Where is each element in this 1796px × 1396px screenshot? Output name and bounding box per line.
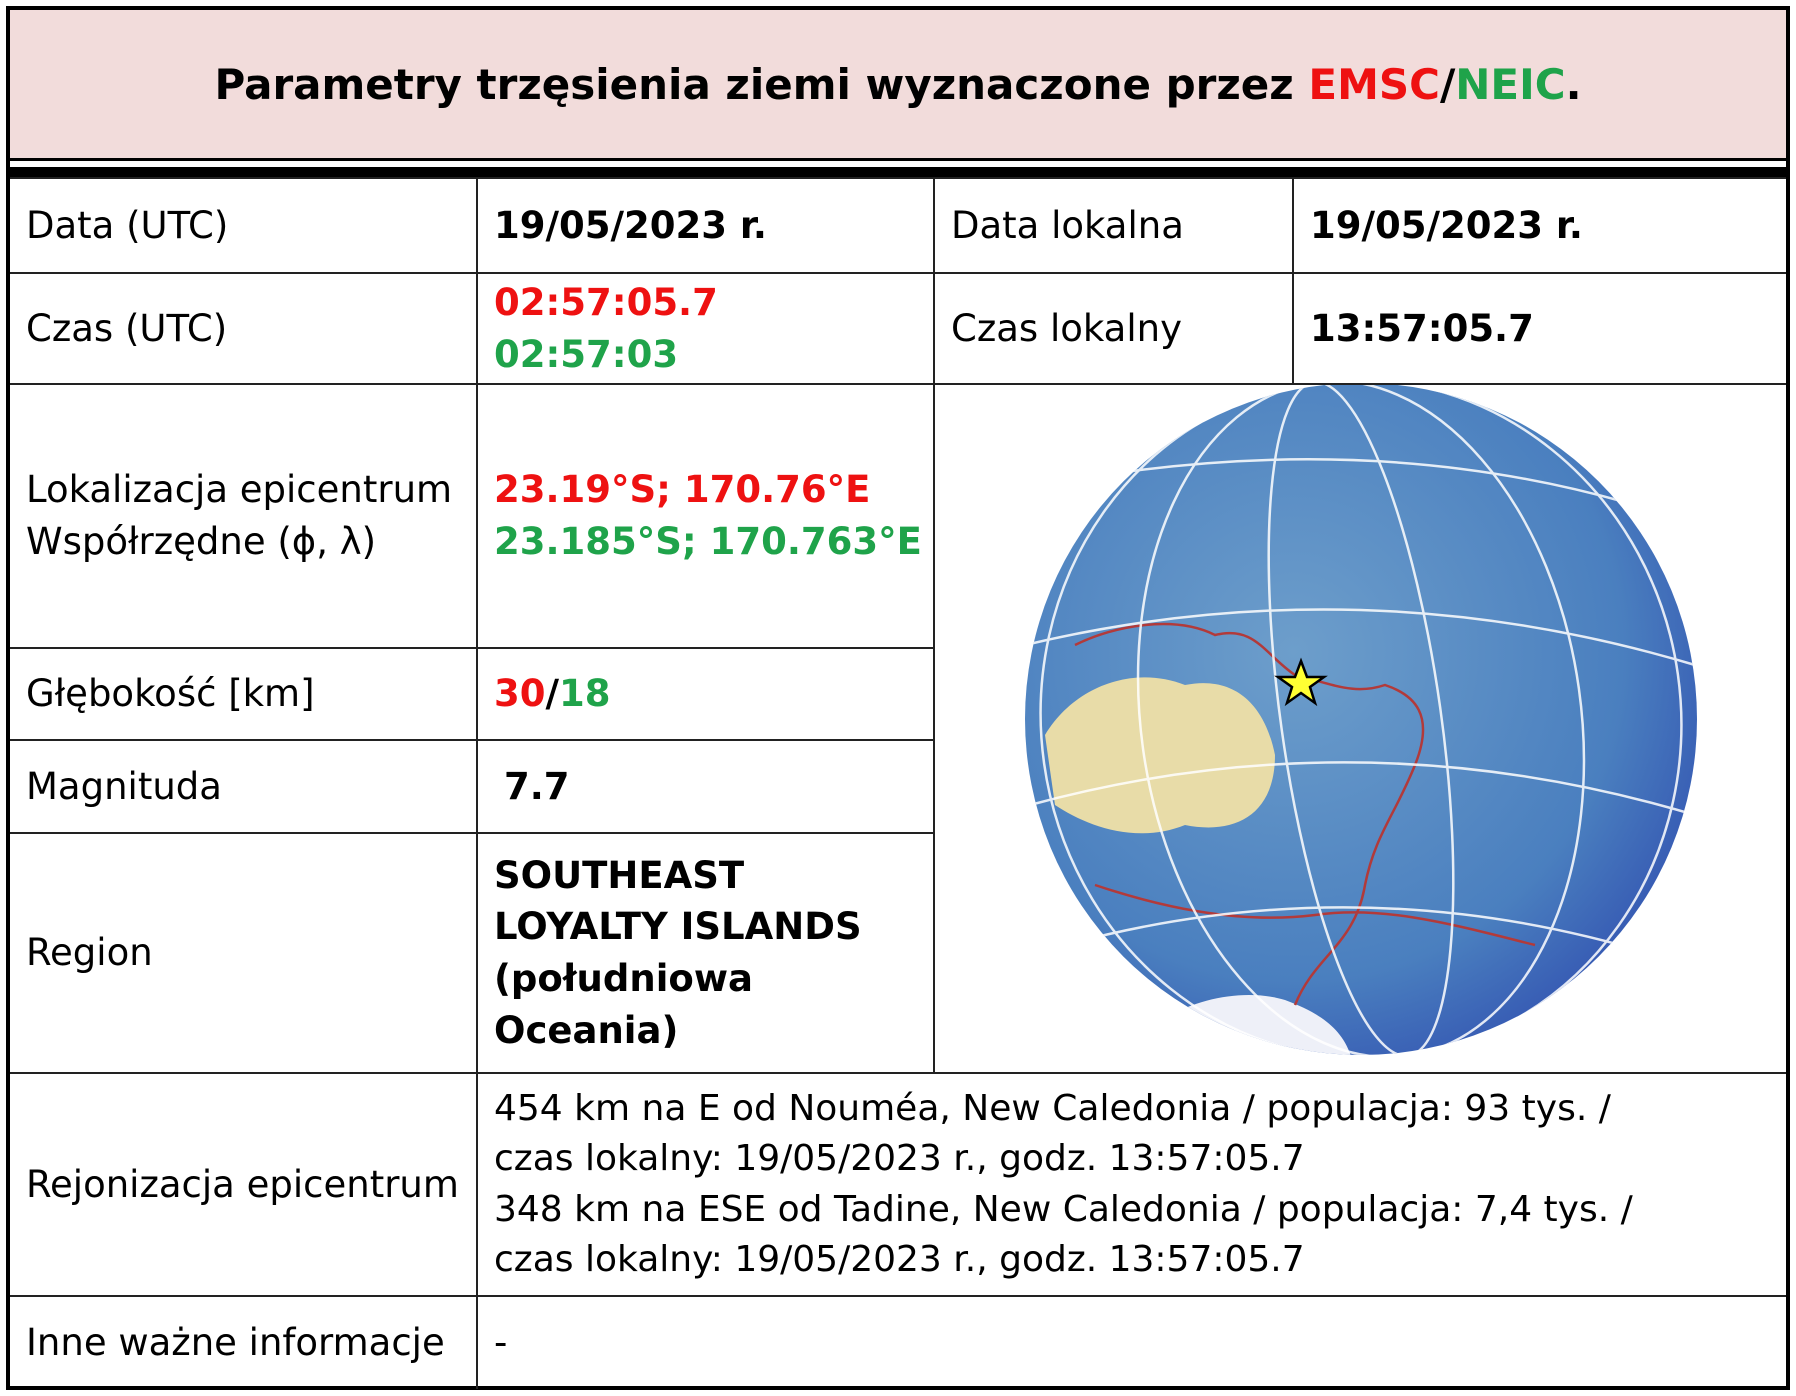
value: 19/05/2023 r.	[476, 177, 935, 274]
text-line: czas lokalny: 19/05/2023 r., godz. 13:57…	[494, 1238, 1305, 1280]
header: Parametry trzęsienia ziemi wyznaczone pr…	[10, 10, 1786, 161]
label-line: Lokalizacja epicentrum	[26, 468, 453, 512]
value: SOUTHEAST LOYALTY ISLANDS (południowa Oc…	[476, 832, 934, 1074]
neic-value: 18	[559, 672, 611, 715]
report: Parametry trzęsienia ziemi wyznaczone pr…	[6, 6, 1790, 1390]
label: Lokalizacja epicentrum Współrzędne (ϕ, λ)	[10, 383, 478, 649]
text-line: 454 km na E od Nouméa, New Caledonia / p…	[494, 1087, 1611, 1129]
label: Inne ważne informacje	[10, 1295, 478, 1389]
title-sep: /	[1439, 59, 1456, 109]
title-neic: NEIC	[1455, 59, 1566, 109]
value: 7.7	[476, 739, 934, 835]
value: 30/18	[476, 646, 934, 742]
text-line: czas lokalny: 19/05/2023 r., godz. 13:57…	[494, 1138, 1305, 1180]
label: Czas (UTC)	[10, 272, 478, 385]
parameters-table: Data (UTC) 19/05/2023 r. Data lokalna 19…	[10, 177, 1786, 1389]
label: Region	[10, 832, 478, 1074]
value: 02:57:05.7 02:57:03	[476, 272, 935, 385]
label: Czas lokalny	[933, 272, 1294, 385]
emsc-value: 02:57:05.7	[494, 280, 718, 324]
label: Magnituda	[10, 739, 478, 835]
value: 454 km na E od Nouméa, New Caledonia / p…	[476, 1072, 1786, 1297]
separator-text: /	[545, 672, 560, 715]
label: Głębokość [km]	[10, 646, 478, 742]
value: -	[476, 1295, 1786, 1389]
map-cell	[933, 383, 1786, 1074]
emsc-value: 23.19°S; 170.76°E	[494, 468, 871, 512]
text-line: 348 km na ESE od Tadine, New Caledonia /…	[494, 1188, 1633, 1230]
label: Rejonizacja epicentrum	[10, 1072, 478, 1297]
neic-value: 02:57:03	[494, 332, 679, 376]
value: 23.19°S; 170.76°E 23.185°S; 170.763°E	[476, 383, 935, 649]
emsc-value: 30	[494, 672, 546, 715]
globe-map	[1025, 386, 1697, 1055]
label-line: Współrzędne (ϕ, λ)	[26, 519, 377, 563]
value: 13:57:05.7	[1292, 272, 1786, 385]
neic-value: 23.185°S; 170.763°E	[494, 519, 922, 563]
title-emsc: EMSC	[1308, 59, 1440, 109]
label: Data (UTC)	[10, 177, 478, 274]
separator	[10, 167, 1786, 177]
title: Parametry trzęsienia ziemi wyznaczone pr…	[214, 59, 1309, 109]
label: Data lokalna	[933, 177, 1294, 274]
title-end: .	[1565, 59, 1582, 109]
value: 19/05/2023 r.	[1292, 177, 1786, 274]
